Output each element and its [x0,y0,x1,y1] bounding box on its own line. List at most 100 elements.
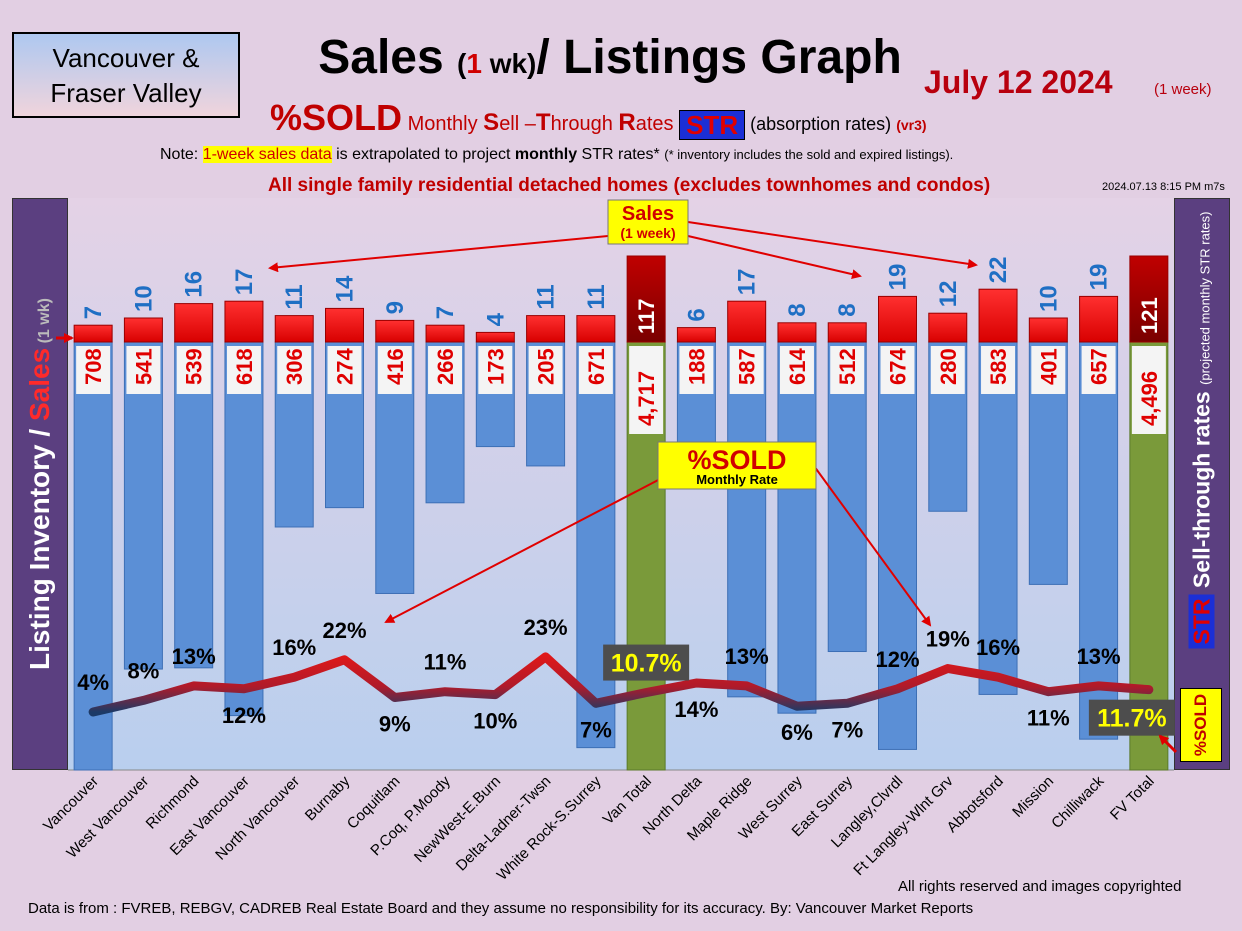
subtitle-t: T [535,109,551,136]
inventory-bar [978,341,1018,695]
sales-bar [978,288,1018,343]
note-highlight: 1-week sales data [202,146,332,163]
inventory-bar [73,341,113,771]
sold-callout: %SOLD Monthly Rate [657,441,817,490]
left-label-slash: / [24,421,55,445]
sales-arrow-left [268,235,609,273]
inventory-label-cap [830,346,865,394]
side-sold-arrow [1158,734,1178,754]
sales-arrow-mid [687,235,862,280]
title-one: 1 [466,48,482,79]
sales-label: 121 [1137,297,1162,334]
rate-label: 23% [524,615,568,640]
x-tick-label: Ft Langley-Wlnt Grv [850,772,957,879]
sales-bar [727,300,767,343]
inventory-label: 618 [232,348,257,385]
left-label-sub: (1 wk) [36,298,53,348]
inventory-label: 266 [433,348,458,385]
sales-label: 10 [1035,285,1062,312]
inventory-label: 4,717 [634,371,659,426]
inventory-bar [1079,341,1119,740]
sold-arrow-left [384,477,663,623]
sales-label: 19 [885,264,912,291]
inventory-label-cap [1081,346,1116,394]
sales-label: 4 [482,312,509,326]
sales-label: 117 [634,299,659,335]
sales-bar [123,317,163,343]
inventory-label-cap [629,346,664,434]
rate-label: 7% [580,717,612,742]
subtitle: %SOLD Monthly Sell –Through Rates STR (a… [270,97,927,140]
subtitle-s: S [483,109,500,136]
inventory-label: 188 [684,348,709,385]
note-c: STR rates* [577,146,665,163]
sales-bar [928,312,968,343]
region-box: Vancouver & Fraser Valley [12,32,240,118]
inventory-label: 4,496 [1137,371,1162,426]
inventory-bar [777,341,817,714]
inventory-label-cap [176,346,211,394]
note-a: Note: [160,146,203,163]
note: Note: 1-week sales data is extrapolated … [160,146,1080,164]
sales-bar [827,322,867,343]
inventory-label-cap [930,346,965,394]
sales-label: 11 [281,284,308,309]
inventory-label-cap [578,346,613,394]
note-bold: monthly [514,146,578,163]
sales-callout-sub: (1 week) [620,225,675,241]
note-b: is extrapolated to project [331,146,515,163]
rate-label: 16% [272,635,316,660]
sales-bar [1079,295,1119,343]
inventory-label-cap [76,346,111,394]
inventory-bar [727,341,767,698]
sales-callout-text: Sales [622,203,674,225]
sales-label: 7 [432,306,459,319]
sales-callout-box [607,199,689,245]
total-rate-label: 10.7% [611,650,682,678]
rate-label: 9% [379,712,411,737]
inventory-label-cap [226,346,261,394]
sales-bar [73,324,113,343]
title-listings: / Listings Graph [536,31,902,84]
title-paren: ( [457,48,467,79]
subtitle-r: R [618,109,636,136]
inventory-label-cap [779,346,814,394]
inventory-label-cap [126,346,161,394]
sales-bar [1129,255,1169,343]
rate-label: 12% [222,703,266,728]
left-axis-panel [12,198,68,770]
inventory-label: 587 [735,348,760,385]
total-rate-label: 11.7% [1097,705,1167,733]
x-tick-label: FV Total [1107,773,1158,824]
sales-bar [425,324,465,343]
rate-label: 7% [831,717,863,742]
inventory-bar [123,341,163,670]
subtitle-version: (vr3) [896,117,927,133]
inventory-label-cap [1131,346,1166,434]
sales-bar [274,315,314,343]
sales-label: 19 [1086,264,1113,291]
sales-label: 12 [935,280,962,307]
page-title: Sales (1 wk)/ Listings Graph [260,30,960,85]
inventory-label: 583 [986,348,1011,385]
sales-bar [325,307,364,343]
sales-label: 11 [583,284,610,309]
inventory-label: 674 [886,348,911,385]
inventory-label: 416 [383,348,408,385]
left-axis-label: Listing Inventory / Sales (1 wk) [24,298,56,670]
inventory-label-cap [679,346,714,394]
subtitle-absorption: (absorption rates) [745,114,897,134]
sales-bar [475,331,515,343]
x-tick-label: Burnaby [302,772,354,824]
inventory-label: 274 [333,348,358,385]
sales-bar [576,315,616,343]
region-line-1: Vancouver & [52,43,200,73]
inventory-label: 539 [182,348,207,385]
timestamp: 2024.07.13 8:15 PM m7s [1102,181,1225,193]
inventory-label-cap [428,346,463,394]
sales-label: 17 [231,268,258,295]
sales-bar [777,322,817,343]
source-text: Data is from : FVREB, REBGV, CADREB Real… [28,900,974,917]
inventory-label: 657 [1087,348,1112,385]
inventory-label-cap [327,346,362,394]
